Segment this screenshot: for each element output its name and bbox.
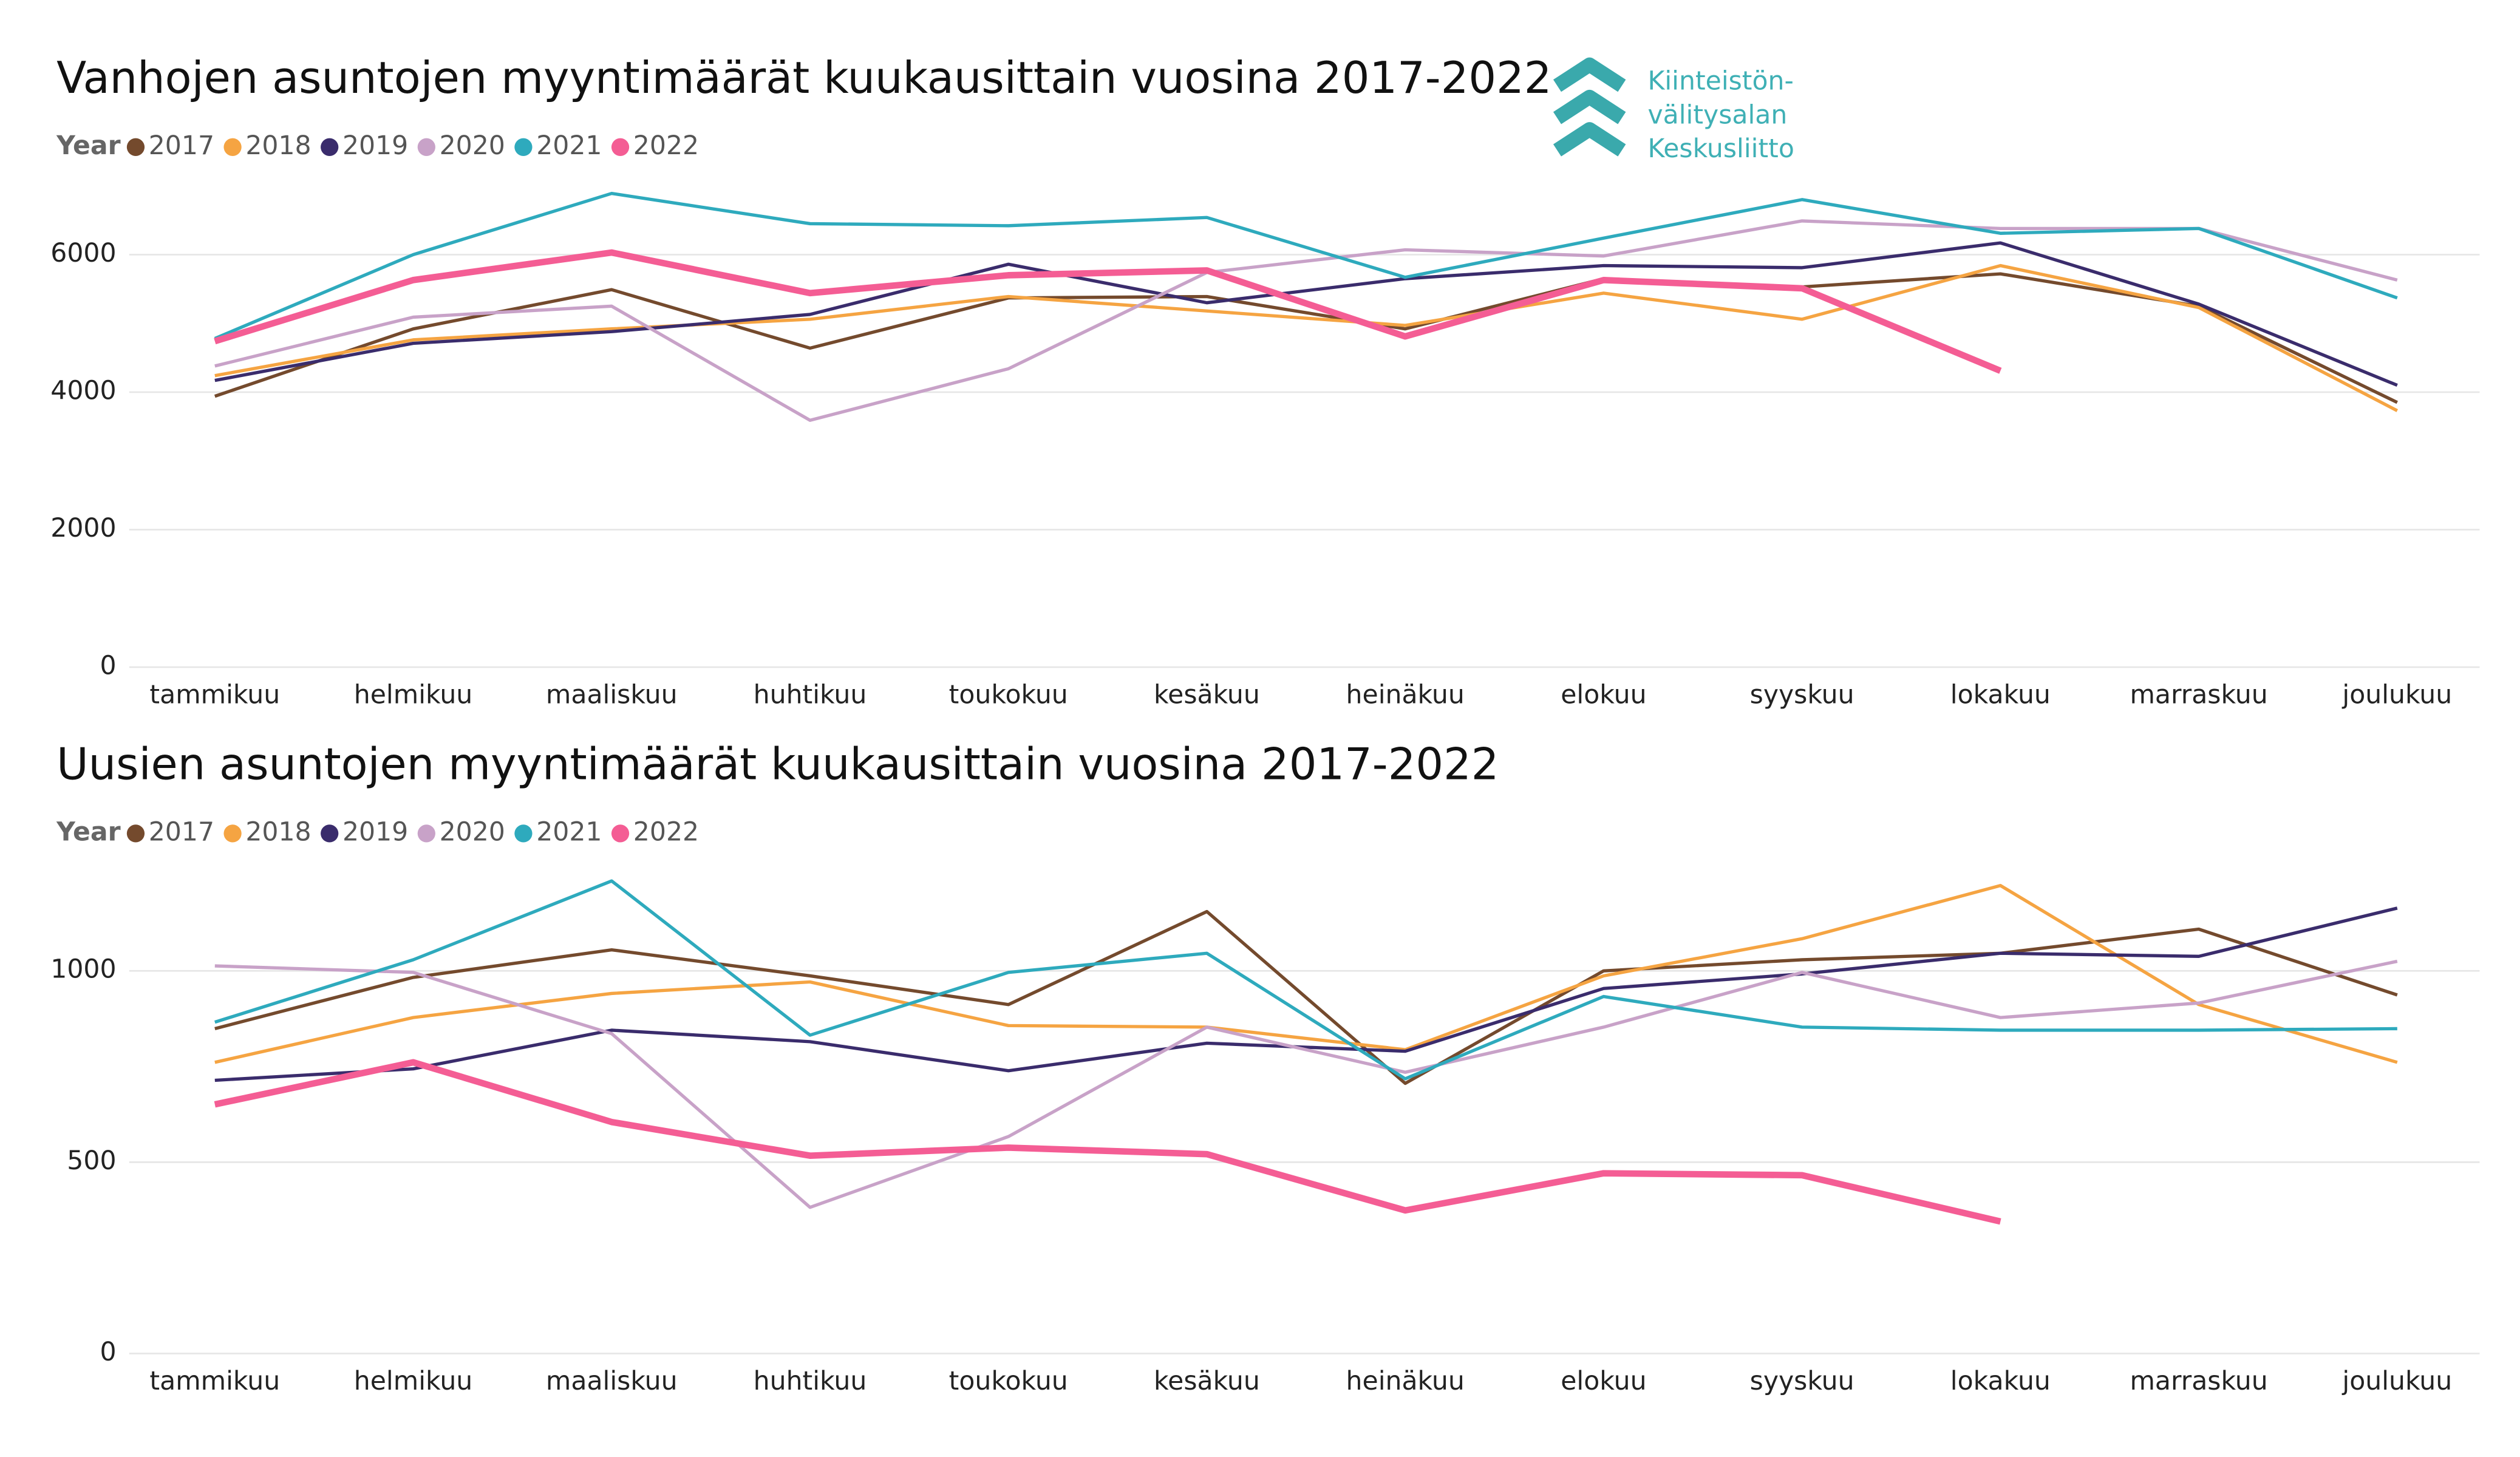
legend-label: 2020 <box>440 131 505 161</box>
legend-marker <box>321 824 339 843</box>
series-line <box>214 263 2399 412</box>
chart-title: Vanhojen asuntojen myyntimäärät kuukausi… <box>56 52 1551 103</box>
logo-chevron <box>1553 57 1626 92</box>
x-tick-label: heinäkuu <box>1346 1366 1465 1396</box>
legend-marker <box>417 824 435 843</box>
legend-title: Year <box>56 817 120 847</box>
legend-label: 2019 <box>342 817 408 847</box>
legend-label: 2022 <box>633 131 699 161</box>
legend-label: 2017 <box>149 131 214 161</box>
series-line <box>214 909 2398 1085</box>
x-tick-label: maaliskuu <box>546 1366 678 1396</box>
series-line <box>214 249 2002 374</box>
legend-marker <box>126 138 145 156</box>
series-line <box>214 879 2397 1081</box>
legend-marker <box>514 824 533 843</box>
x-tick-label: heinäkuu <box>1346 679 1465 710</box>
legend-marker <box>126 824 145 843</box>
series-line <box>214 884 2398 1064</box>
chart-title: Uusien asuntojen myyntimäärät kuukausitt… <box>56 738 1499 789</box>
legend-marker <box>223 138 242 156</box>
logo-text: välitysalan <box>1647 100 1787 130</box>
logo-text: Kiinteistön- <box>1647 66 1793 96</box>
x-tick-label: syyskuu <box>1750 679 1854 710</box>
y-tick-label: 0 <box>100 1337 116 1367</box>
legend-label: 2018 <box>245 817 311 847</box>
y-tick-label: 0 <box>100 650 116 681</box>
y-tick-label: 500 <box>67 1146 116 1176</box>
y-tick-label: 4000 <box>50 375 116 406</box>
y-tick-label: 6000 <box>50 238 116 268</box>
x-tick-label: kesäkuu <box>1154 679 1260 710</box>
legend-marker <box>321 138 339 156</box>
series-line <box>214 241 2398 387</box>
x-tick-label: elokuu <box>1561 679 1646 710</box>
x-tick-label: joulukuu <box>2341 1366 2452 1396</box>
x-tick-label: syyskuu <box>1750 1366 1854 1396</box>
x-tick-label: tammikuu <box>149 679 280 710</box>
series-line <box>214 1059 2001 1225</box>
legend-marker <box>514 138 533 156</box>
x-tick-label: joulukuu <box>2341 679 2452 710</box>
legend-marker <box>417 138 435 156</box>
legend-label: 2018 <box>245 131 311 161</box>
x-tick-label: toukokuu <box>949 679 1068 710</box>
series-line <box>214 906 2398 1082</box>
series-line <box>214 959 2398 1209</box>
series-line <box>214 219 2398 423</box>
y-tick-label: 1000 <box>50 954 116 985</box>
x-tick-label: kesäkuu <box>1154 1366 1260 1396</box>
logo-text: Keskusliitto <box>1647 134 1794 164</box>
legend-title: Year <box>56 131 120 161</box>
series-line <box>214 272 2398 404</box>
x-tick-label: maaliskuu <box>546 679 678 710</box>
logo <box>1553 57 1626 157</box>
series-line <box>214 191 2398 341</box>
logo-chevron <box>1553 89 1626 124</box>
x-tick-label: elokuu <box>1561 1366 1646 1396</box>
y-tick-label: 2000 <box>50 513 116 543</box>
x-tick-label: marraskuu <box>2130 1366 2267 1396</box>
x-tick-label: helmikuu <box>354 1366 473 1396</box>
x-tick-label: lokakuu <box>1950 679 2051 710</box>
x-tick-label: lokakuu <box>1950 1366 2051 1396</box>
x-tick-label: huhtikuu <box>754 679 867 710</box>
logo-chevron <box>1553 122 1626 157</box>
legend-label: 2021 <box>536 131 602 161</box>
legend-label: 2021 <box>536 817 602 847</box>
legend-marker <box>223 824 242 843</box>
legend-label: 2017 <box>149 817 214 847</box>
legend-label: 2022 <box>633 817 699 847</box>
x-tick-label: huhtikuu <box>754 1366 867 1396</box>
x-tick-label: toukokuu <box>949 1366 1068 1396</box>
legend-marker <box>611 824 630 843</box>
legend-marker <box>611 138 630 156</box>
legend-label: 2019 <box>342 131 408 161</box>
legend-label: 2020 <box>440 817 505 847</box>
x-tick-label: marraskuu <box>2130 679 2267 710</box>
x-tick-label: helmikuu <box>354 679 473 710</box>
x-tick-label: tammikuu <box>149 1366 280 1396</box>
